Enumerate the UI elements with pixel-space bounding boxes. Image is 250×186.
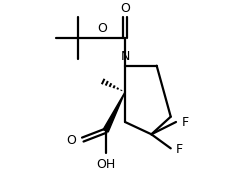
Text: N: N — [121, 50, 130, 63]
Text: OH: OH — [96, 158, 115, 171]
Text: F: F — [176, 143, 183, 156]
Text: F: F — [181, 116, 188, 129]
Text: O: O — [66, 134, 76, 147]
Polygon shape — [103, 92, 125, 132]
Text: O: O — [97, 22, 107, 35]
Text: O: O — [120, 2, 130, 15]
